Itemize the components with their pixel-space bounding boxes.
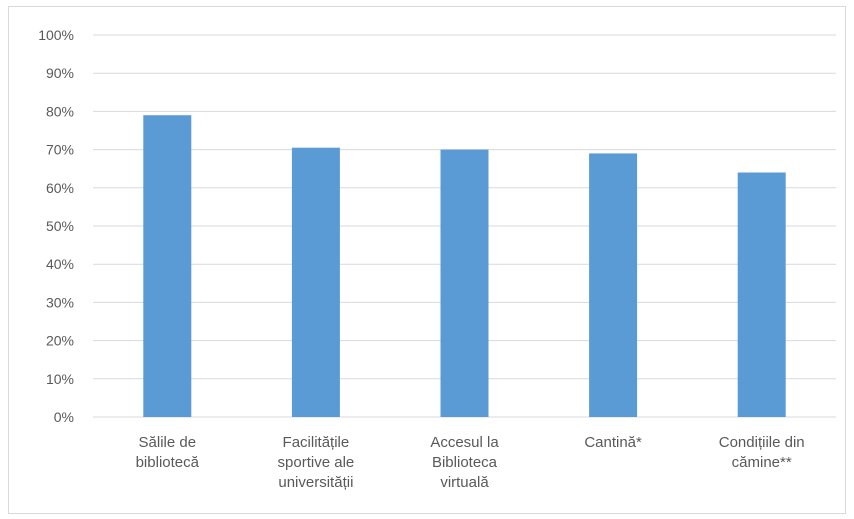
x-category-label: Sălile de bibliotecă [136,434,200,471]
x-category-label-line: universității [278,474,353,491]
x-category-label-line: Sălile de [139,434,197,451]
y-tick-label: 80% [46,103,74,119]
x-category-label-line: sportive ale [278,454,355,471]
bar [143,115,192,417]
bar [589,153,638,418]
y-tick-label: 90% [46,65,74,81]
y-tick-label: 20% [46,333,74,349]
y-tick-label: 40% [46,256,74,272]
bar [737,172,786,417]
y-tick-label: 30% [46,294,74,310]
y-tick-label: 70% [46,142,74,158]
x-category-label-line: Biblioteca [432,454,498,471]
x-category-label-line: Cantină* [584,434,642,451]
x-category-label: Condițiile din cămine** [719,434,805,471]
y-tick-label: 10% [46,371,74,387]
x-category-label-line: Accesul la [430,434,499,451]
x-category-label: Accesul la Biblioteca virtuală [430,434,499,491]
y-tick-label: 50% [46,218,74,234]
bar [291,147,340,417]
x-category-label-line: Condițiile din [719,434,805,451]
x-category-label-line: bibliotecă [136,454,200,471]
x-category-label-line: cămine** [732,454,792,471]
y-tick-label: 100% [38,27,74,43]
y-tick-label: 0% [54,409,74,425]
x-category-label: Facilitățile sportive ale universității [278,434,355,491]
x-category-label-line: Facilitățile [283,434,350,451]
y-tick-label: 60% [46,180,74,196]
bar [440,149,489,417]
x-category-label: Cantină* [584,434,642,451]
x-category-label-line: virtuală [440,474,489,491]
